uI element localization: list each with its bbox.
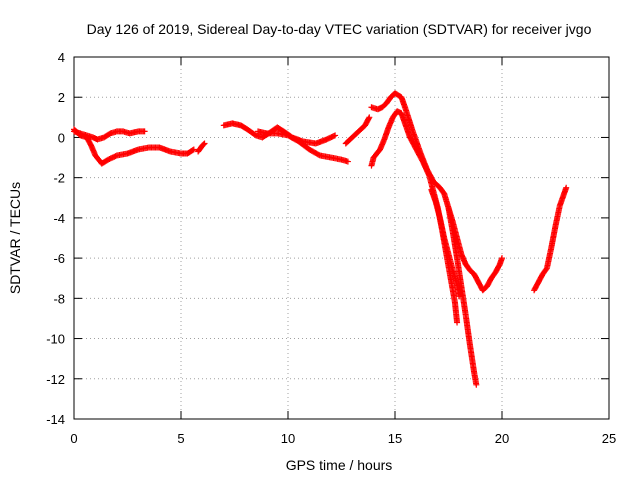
data-points xyxy=(71,90,570,388)
data-point xyxy=(563,184,570,191)
y-tick-label: -2 xyxy=(53,171,65,186)
grid xyxy=(74,57,609,419)
y-tick-label: 0 xyxy=(58,130,65,145)
y-tick-label: 4 xyxy=(58,50,65,65)
data-point xyxy=(189,147,196,154)
x-tick-label: 10 xyxy=(281,431,295,446)
x-tick-label: 5 xyxy=(177,431,184,446)
y-tick-label: -10 xyxy=(46,332,65,347)
y-tick-label: -14 xyxy=(46,412,65,427)
plot-frame xyxy=(73,56,610,420)
y-tick-label: 2 xyxy=(58,90,65,105)
data-point xyxy=(365,115,372,122)
data-point xyxy=(499,255,505,262)
data-point xyxy=(190,146,197,153)
y-tick-label: -6 xyxy=(53,251,65,266)
data-point xyxy=(141,128,148,135)
x-tick-label: 20 xyxy=(495,431,509,446)
chart-title: Day 126 of 2019, Sidereal Day-to-day VTE… xyxy=(87,21,592,37)
data-point xyxy=(201,140,208,147)
data-point xyxy=(344,158,351,165)
axis-ticks: 0 5 10 15 20 25 -14 -12 -10 -8 -6 -4 -2 0 2 4 xyxy=(46,50,616,446)
y-tick-label: -4 xyxy=(53,211,65,226)
x-tick-label: 15 xyxy=(388,431,402,446)
y-axis-label: SDTVAR / TECUs xyxy=(7,182,23,294)
y-tick-label: -12 xyxy=(46,372,65,387)
x-tick-label: 25 xyxy=(602,431,616,446)
data-point xyxy=(456,293,463,300)
y-tick-label: -8 xyxy=(53,291,65,306)
data-point xyxy=(454,319,461,326)
data-point xyxy=(366,114,373,121)
x-axis-label: GPS time / hours xyxy=(286,457,393,473)
x-tick-label: 0 xyxy=(70,431,77,446)
data-point xyxy=(473,381,480,388)
data-point xyxy=(200,141,207,148)
data-point xyxy=(332,132,339,139)
